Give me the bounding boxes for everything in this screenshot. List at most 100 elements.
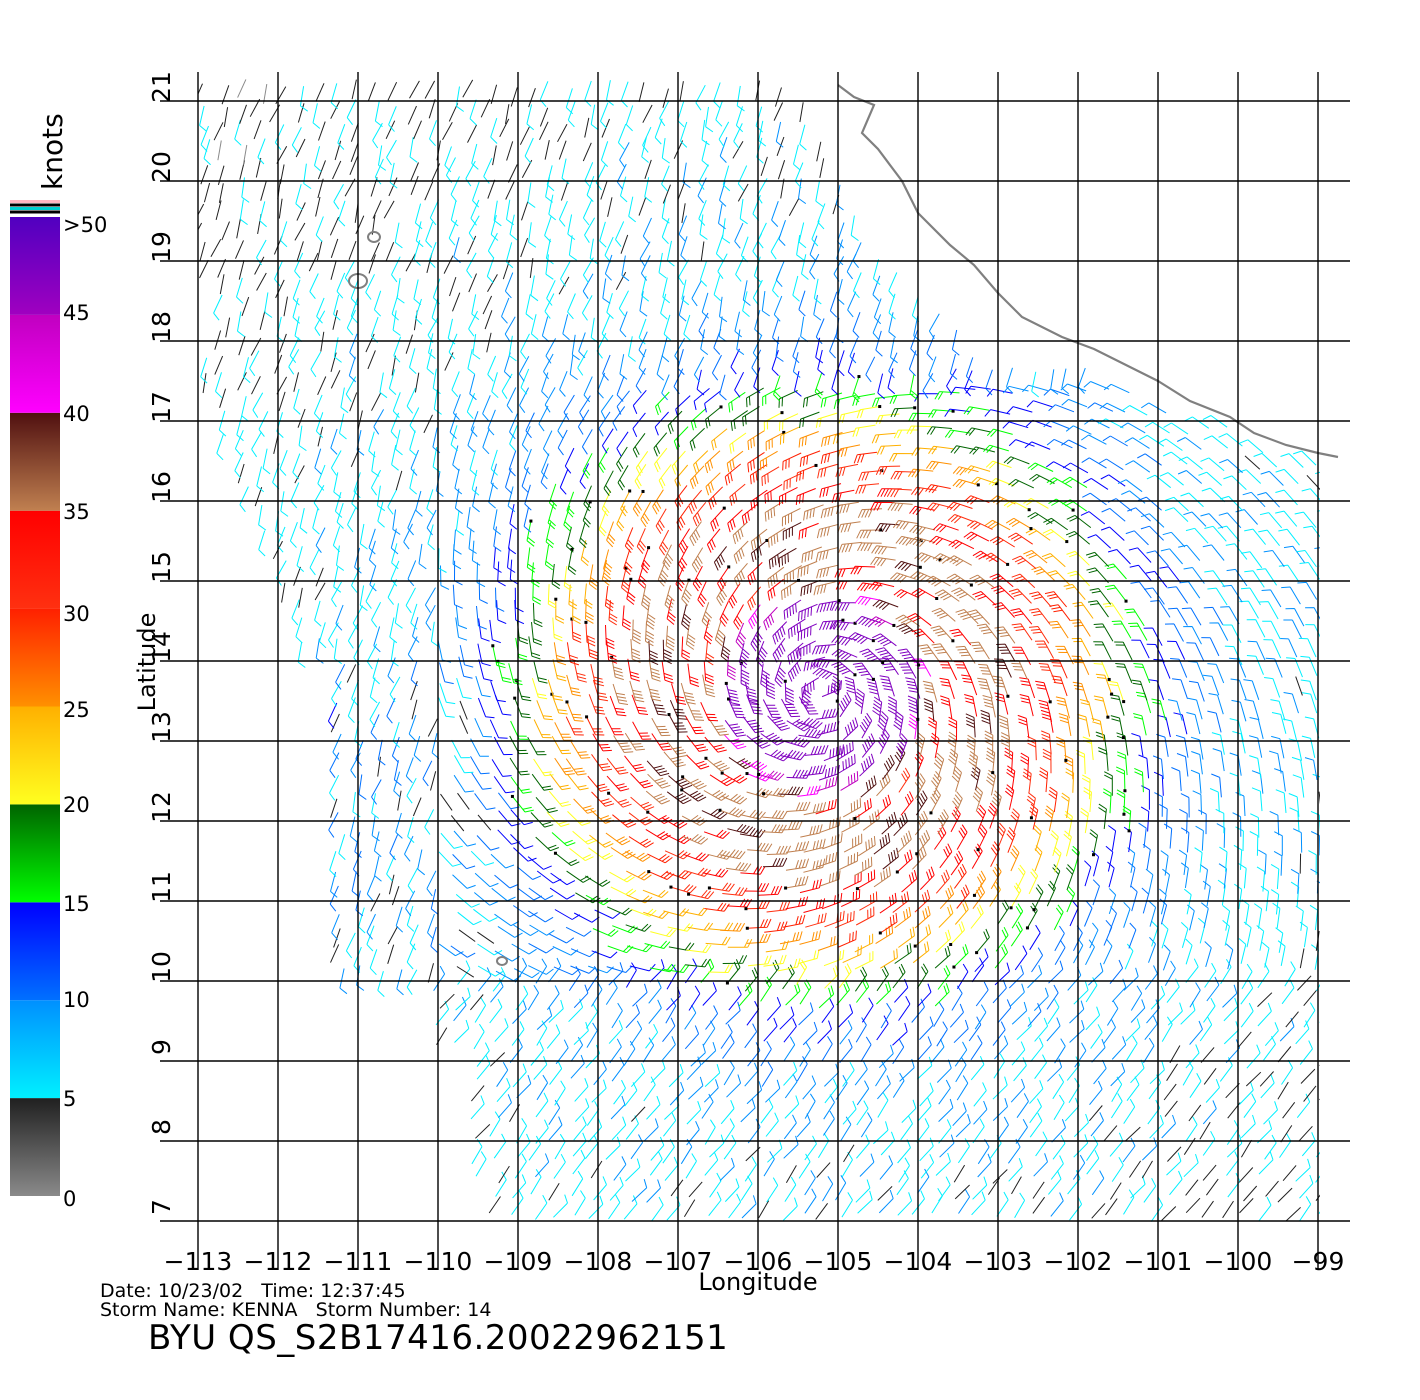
- wind-barb: [797, 949, 820, 965]
- wind-barb: [467, 426, 475, 453]
- wind-barb: [713, 82, 721, 109]
- wind-barb: [1069, 900, 1079, 927]
- wind-barb: [1299, 1174, 1314, 1199]
- wind-barb: [1185, 938, 1193, 965]
- wind-barb: [533, 719, 552, 739]
- wind-barb: [430, 889, 439, 915]
- wind-barb: [1063, 583, 1086, 601]
- latitude-tick-label: 12: [147, 791, 176, 823]
- wind-barb: [835, 910, 855, 929]
- wind-barb: [612, 925, 638, 934]
- wind-barb: [569, 354, 578, 381]
- wind-barb: [336, 502, 344, 529]
- rain-flag-marker: [1071, 508, 1075, 512]
- wind-barb: [319, 622, 327, 649]
- wind-barb: [560, 181, 569, 201]
- wind-barb: [440, 793, 453, 811]
- wind-barb: [744, 1023, 758, 1049]
- wind-barb: [470, 199, 480, 226]
- wind-barb: [520, 368, 530, 395]
- wind-barb: [626, 894, 653, 904]
- wind-barb: [1257, 992, 1273, 1007]
- wind-barb: [783, 1135, 799, 1159]
- wind-barb: [718, 121, 730, 148]
- rain-flag-marker: [952, 965, 956, 969]
- wind-barb: [802, 1021, 818, 1046]
- wind-barb: [565, 716, 584, 736]
- wind-barb: [508, 164, 518, 183]
- wind-barb: [850, 565, 876, 575]
- wind-barb: [1204, 525, 1227, 542]
- wind-barb: [1231, 699, 1247, 722]
- wind-barb: [691, 280, 702, 307]
- wind-barb: [760, 1041, 772, 1067]
- wind-barb: [1165, 496, 1189, 512]
- wind-barb: [489, 619, 501, 644]
- wind-barb: [1243, 1185, 1258, 1202]
- wind-barb: [974, 870, 987, 896]
- wind-barb: [498, 810, 521, 827]
- wind-barb: [1089, 588, 1112, 605]
- wind-barb: [678, 259, 689, 285]
- wind-barb: [893, 812, 909, 837]
- wind-barb: [1164, 1100, 1178, 1117]
- wind-barb: [551, 832, 576, 847]
- wind-barb: [640, 255, 651, 281]
- wind-barb: [1163, 1083, 1177, 1101]
- wind-barb: [944, 408, 970, 417]
- wind-barb: [819, 619, 843, 631]
- wind-barb: [931, 643, 953, 661]
- wind-barb: [939, 677, 955, 700]
- wind-barb: [1187, 660, 1205, 681]
- wind-barb: [1027, 735, 1037, 761]
- wind-barb: [1060, 383, 1087, 392]
- wind-barb: [860, 775, 877, 798]
- wind-barb: [570, 1036, 584, 1062]
- wind-barb: [548, 933, 575, 944]
- wind-barb: [529, 924, 555, 936]
- wind-barb: [875, 330, 883, 357]
- wind-barb: [998, 714, 1010, 739]
- wind-barb: [677, 349, 685, 375]
- wind-barb: [977, 1153, 992, 1178]
- wind-barb: [763, 787, 790, 798]
- wind-barb: [1270, 889, 1280, 915]
- wind-barb: [1008, 588, 1032, 604]
- wind-barb: [887, 368, 896, 395]
- wind-barb: [819, 483, 842, 498]
- wind-barb: [493, 736, 513, 756]
- wind-barb: [1238, 938, 1247, 964]
- wind-barb: [455, 86, 464, 112]
- wind-barb: [890, 470, 916, 480]
- wind-barb: [1040, 709, 1054, 733]
- wind-barb: [511, 943, 537, 955]
- wind-barb: [514, 1153, 527, 1179]
- wind-barb: [351, 79, 357, 100]
- wind-barb: [490, 978, 504, 1003]
- wind-barb: [648, 640, 659, 666]
- wind-barb: [674, 485, 688, 510]
- wind-barb: [1072, 681, 1089, 703]
- wind-barb: [530, 1041, 544, 1066]
- wind-barb: [663, 751, 686, 768]
- longitude-tick-label: −110: [404, 1247, 473, 1276]
- wind-barb: [697, 581, 707, 608]
- wind-barb: [340, 387, 349, 414]
- wind-barb: [509, 413, 518, 440]
- wind-barb: [406, 387, 416, 414]
- wind-barb: [671, 683, 687, 705]
- wind-barb: [839, 1020, 853, 1045]
- wind-barb: [1303, 1002, 1316, 1028]
- wind-barb: [1125, 1018, 1141, 1042]
- wind-barb: [816, 523, 839, 539]
- wind-barb: [963, 495, 990, 505]
- wind-barb: [1107, 861, 1115, 888]
- wind-barb: [535, 958, 548, 984]
- wind-barb: [506, 199, 514, 226]
- wind-barb: [1010, 608, 1033, 625]
- wind-barb: [386, 139, 397, 166]
- wind-barb: [585, 622, 596, 647]
- wind-barb: [700, 701, 719, 722]
- wind-barb: [555, 852, 580, 867]
- wind-barb: [787, 657, 802, 682]
